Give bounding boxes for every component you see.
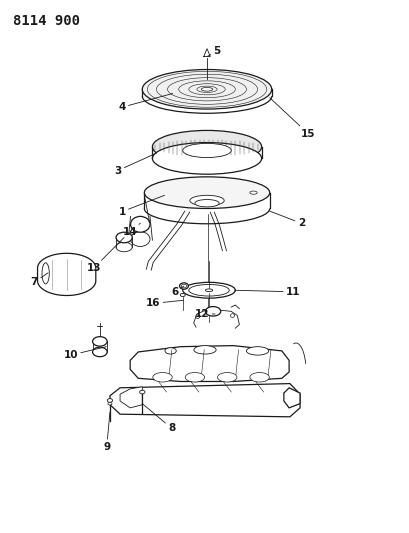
- Ellipse shape: [152, 142, 261, 174]
- Ellipse shape: [153, 373, 172, 382]
- Text: 3: 3: [114, 153, 156, 175]
- Ellipse shape: [92, 337, 107, 346]
- Ellipse shape: [205, 289, 212, 292]
- Ellipse shape: [246, 346, 268, 355]
- Ellipse shape: [130, 216, 150, 232]
- Polygon shape: [283, 388, 299, 408]
- Text: 8: 8: [142, 403, 175, 433]
- Ellipse shape: [185, 373, 204, 382]
- Text: 8114 900: 8114 900: [13, 14, 80, 28]
- Polygon shape: [120, 387, 142, 408]
- Text: 2: 2: [269, 211, 304, 228]
- Ellipse shape: [116, 242, 132, 252]
- Polygon shape: [110, 384, 299, 417]
- Ellipse shape: [116, 232, 132, 243]
- Text: 15: 15: [269, 98, 315, 139]
- Ellipse shape: [142, 69, 271, 109]
- Polygon shape: [38, 253, 96, 295]
- Text: 9: 9: [103, 412, 110, 452]
- Ellipse shape: [139, 390, 145, 394]
- Ellipse shape: [42, 263, 49, 284]
- Ellipse shape: [182, 143, 231, 158]
- Ellipse shape: [152, 131, 261, 163]
- Ellipse shape: [249, 373, 269, 382]
- Ellipse shape: [230, 314, 234, 317]
- Text: 13: 13: [86, 238, 124, 273]
- Ellipse shape: [144, 177, 269, 208]
- Ellipse shape: [180, 293, 185, 296]
- Text: 10: 10: [63, 346, 106, 360]
- Ellipse shape: [164, 348, 176, 354]
- Ellipse shape: [249, 191, 256, 194]
- Ellipse shape: [108, 402, 112, 405]
- Text: 7: 7: [31, 273, 48, 287]
- Ellipse shape: [201, 87, 212, 91]
- Text: 6: 6: [171, 286, 184, 297]
- Text: 14: 14: [123, 223, 140, 237]
- Ellipse shape: [205, 306, 220, 316]
- Ellipse shape: [195, 315, 199, 318]
- Text: 1: 1: [118, 195, 164, 216]
- Polygon shape: [130, 345, 288, 382]
- Ellipse shape: [189, 285, 229, 296]
- Ellipse shape: [92, 347, 107, 357]
- Ellipse shape: [107, 399, 112, 402]
- Ellipse shape: [194, 199, 219, 207]
- Ellipse shape: [193, 345, 216, 354]
- Ellipse shape: [189, 195, 224, 206]
- Text: 12: 12: [194, 310, 215, 319]
- Ellipse shape: [182, 282, 235, 298]
- Text: 5: 5: [207, 46, 220, 56]
- Ellipse shape: [217, 373, 236, 382]
- Ellipse shape: [179, 283, 188, 289]
- Text: 4: 4: [118, 93, 172, 112]
- Text: 11: 11: [234, 287, 300, 297]
- Ellipse shape: [130, 232, 150, 246]
- Text: 16: 16: [146, 298, 183, 309]
